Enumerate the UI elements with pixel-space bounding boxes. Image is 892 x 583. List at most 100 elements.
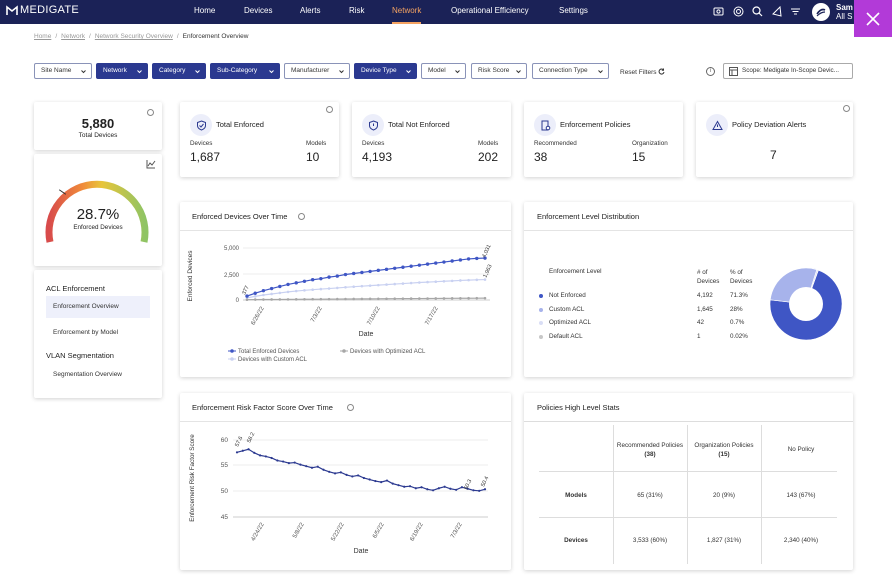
- breadcrumb-network-security-overview[interactable]: Network Security Overview: [94, 33, 173, 40]
- enforcement-policies-card: Enforcement Policies Recommended 38 Orga…: [524, 102, 683, 177]
- enforced-devices-gauge: [45, 180, 149, 243]
- globe-icon[interactable]: [732, 5, 745, 18]
- nav-item-operational-efficiency[interactable]: Operational Efficiency: [451, 6, 529, 15]
- y-tick-label: 2,500: [224, 273, 240, 279]
- policy-deviation-alerts-card: Policy Deviation Alerts 7: [696, 102, 853, 177]
- filter-site-name[interactable]: Site Name: [34, 63, 92, 79]
- column-header-no-policy: No Policy: [787, 446, 815, 453]
- grid-icon: [729, 67, 738, 76]
- table-divider: [539, 517, 837, 518]
- level-percent: 71.3%: [730, 292, 748, 299]
- data-point: [343, 272, 348, 277]
- close-button[interactable]: [854, 0, 892, 37]
- filter-model[interactable]: Model: [421, 63, 466, 79]
- data-point: [319, 276, 323, 281]
- info-icon[interactable]: i: [706, 67, 715, 76]
- level-percent: 28%: [730, 306, 743, 313]
- stat-sublabel: Models: [306, 140, 327, 147]
- acl-enforcement-title: ACL Enforcement: [46, 284, 105, 293]
- legend-label: Total Enforced Devices: [238, 349, 299, 355]
- chart-title: Enforcement Risk Factor Score Over Time: [192, 403, 333, 412]
- notification-bell-icon[interactable]: [770, 5, 783, 18]
- column-header-recommended: Recommended Policies (38): [616, 441, 684, 459]
- nav-item-alerts[interactable]: Alerts: [300, 6, 321, 15]
- info-icon[interactable]: [298, 213, 305, 220]
- data-point: [403, 485, 406, 488]
- menu-item-enforcement-overview[interactable]: Enforcement Overview: [46, 296, 150, 318]
- menu-item-segmentation-overview[interactable]: Segmentation Overview: [53, 371, 123, 378]
- chart-ylabel: Enforcement Risk Factor Score: [189, 434, 196, 522]
- stat-value: 10: [306, 150, 320, 164]
- data-point: [270, 298, 273, 301]
- info-icon[interactable]: [326, 106, 333, 113]
- info-icon[interactable]: [147, 109, 154, 116]
- data-point: [385, 479, 389, 482]
- data-point: [442, 279, 446, 283]
- data-label: 1,963: [482, 264, 493, 279]
- data-point: [408, 485, 412, 488]
- filter-network[interactable]: Network: [96, 63, 148, 79]
- nav-item-home[interactable]: Home: [194, 6, 216, 15]
- data-point: [393, 282, 397, 286]
- legend-swatch-dot: [342, 349, 346, 353]
- info-icon[interactable]: [347, 404, 354, 411]
- filter-sub-category[interactable]: Sub-Category: [210, 63, 280, 79]
- filter-manufacturer[interactable]: Manufacturer: [284, 63, 350, 79]
- y-tick-label: 60: [221, 437, 229, 444]
- nav-item-risk[interactable]: Risk: [349, 6, 365, 15]
- data-point: [409, 297, 413, 300]
- data-point: [393, 266, 397, 270]
- user-logo-icon: [816, 8, 826, 17]
- data-label: 50.3: [463, 479, 473, 491]
- level-devices: 1: [697, 333, 701, 340]
- chart-ylabel: Enforced Devices: [187, 250, 194, 302]
- stat-value: 202: [478, 150, 499, 164]
- search-icon[interactable]: [751, 5, 764, 18]
- column-header-level: Enforcement Level: [549, 268, 602, 275]
- data-label: 50.4: [480, 476, 490, 488]
- data-point: [434, 261, 438, 265]
- medigate-logo[interactable]: MEDIGATE: [6, 4, 79, 16]
- card-divider: [524, 421, 853, 422]
- nav-item-settings[interactable]: Settings: [559, 6, 588, 15]
- series-line: [246, 278, 486, 299]
- stat-sublabel: Recommended: [534, 140, 577, 147]
- data-point: [310, 278, 315, 282]
- level-devices: 1,645: [697, 306, 713, 313]
- filter-device-type[interactable]: Device Type: [354, 63, 417, 79]
- refresh-icon: [658, 68, 665, 75]
- level-devices: 4,192: [697, 292, 713, 299]
- nav-item-devices[interactable]: Devices: [244, 6, 273, 15]
- filter-icon[interactable]: [789, 5, 802, 18]
- scope-selector[interactable]: Scope: Medigate In-Scope Devic...: [723, 63, 853, 79]
- data-point: [391, 482, 394, 485]
- data-point: [269, 286, 274, 291]
- user-menu[interactable]: Sam All S: [812, 3, 853, 21]
- stat-sublabel: Models: [478, 140, 499, 147]
- device-scan-icon[interactable]: [712, 5, 725, 18]
- reset-filters-button[interactable]: Reset Filters: [620, 68, 665, 76]
- chevron-down-icon: [598, 70, 603, 74]
- filter-connection-type[interactable]: Connection Type: [532, 63, 609, 79]
- data-point: [261, 288, 266, 293]
- data-label: 377: [241, 285, 250, 296]
- x-tick-label: 5/22/22: [331, 521, 347, 542]
- stat-value: 4,193: [362, 150, 393, 164]
- data-point: [319, 287, 323, 291]
- data-point: [294, 298, 298, 301]
- data-point: [351, 271, 356, 276]
- data-point: [302, 279, 307, 283]
- level-label: Optimized ACL: [549, 319, 591, 326]
- filter-category[interactable]: Category: [152, 63, 206, 79]
- data-point: [253, 298, 257, 301]
- filter-risk-score[interactable]: Risk Score: [471, 63, 527, 79]
- nav-item-network[interactable]: Network: [392, 0, 422, 24]
- breadcrumb-home[interactable]: Home: [34, 33, 52, 40]
- menu-item-enforcement-by-model[interactable]: Enforcement by Model: [53, 329, 119, 336]
- data-point: [253, 295, 257, 298]
- info-icon[interactable]: [843, 105, 850, 112]
- table-cell: 3,533 (60%): [632, 537, 668, 544]
- data-point: [270, 292, 273, 296]
- chart-icon[interactable]: [146, 159, 156, 169]
- breadcrumb-network[interactable]: Network: [61, 33, 85, 40]
